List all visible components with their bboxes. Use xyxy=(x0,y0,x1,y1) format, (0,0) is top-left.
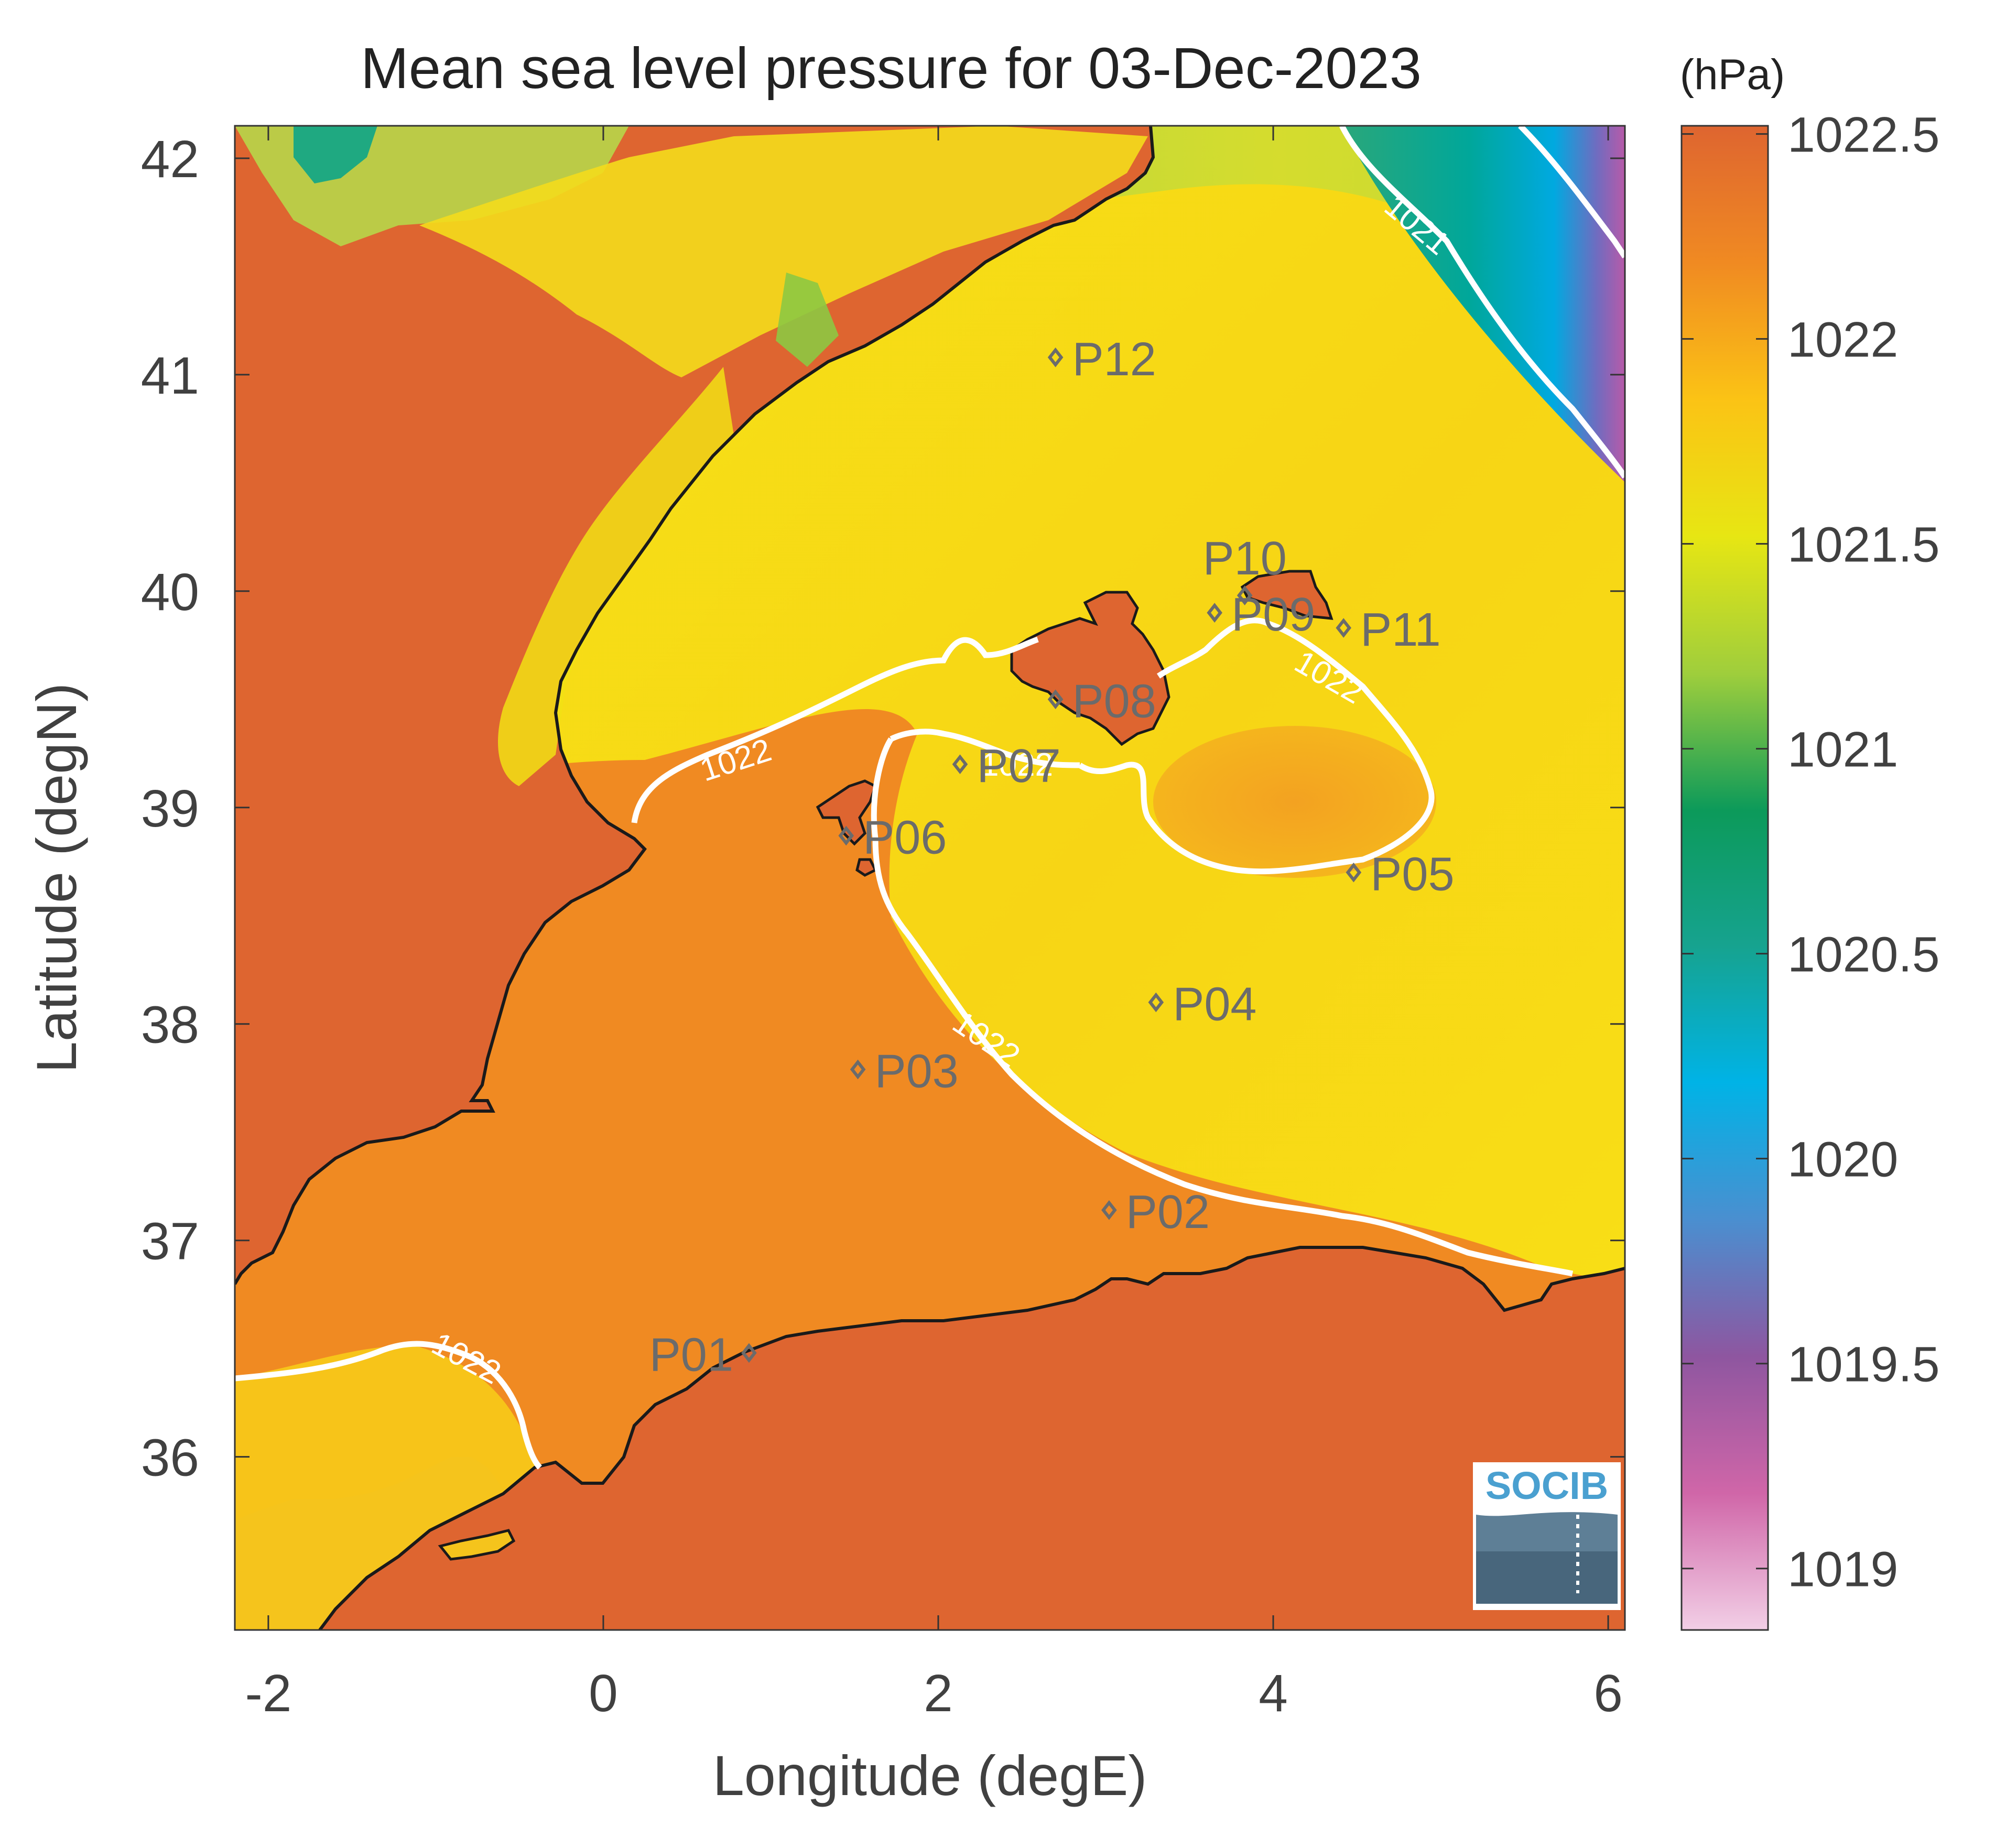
station-marker-icon xyxy=(1346,862,1362,883)
colorbar-tick-label: 1020.5 xyxy=(1787,927,1940,983)
socib-logo-text: SOCIB xyxy=(1485,1464,1608,1507)
socib-logo: SOCIB xyxy=(1473,1462,1621,1610)
station-marker-icon xyxy=(1047,689,1064,710)
station-label: P12 xyxy=(1072,333,1156,386)
isobar-1020 xyxy=(1518,126,1625,259)
station-marker-icon xyxy=(741,1343,757,1363)
station-p05: P05 xyxy=(1346,849,1455,901)
y-tick-label: 40 xyxy=(141,563,199,622)
balearic-high xyxy=(1153,726,1436,878)
map-plot-area: 1021 1022 1022 1022 1022 1022 SOCIB P01P… xyxy=(235,126,1625,1630)
x-tick-label: -2 xyxy=(245,1664,291,1723)
station-p11: P11 xyxy=(1336,604,1441,656)
station-marker-icon xyxy=(952,754,968,775)
station-p06: P06 xyxy=(838,811,947,864)
station-label: P07 xyxy=(977,740,1061,792)
x-tick-label: 4 xyxy=(1259,1664,1288,1723)
iberia-coastline xyxy=(235,126,1155,1285)
isobar-1022-north xyxy=(631,636,1039,823)
station-label: P10 xyxy=(1203,532,1287,585)
station-marker-icon xyxy=(1237,585,1253,605)
valencia-band xyxy=(498,367,734,786)
station-label: P08 xyxy=(1072,675,1156,727)
station-marker-icon xyxy=(1148,992,1164,1013)
isobar-1022-south xyxy=(871,737,1574,1277)
colorbar-tick-label: 1019.5 xyxy=(1787,1337,1940,1393)
station-label: P01 xyxy=(649,1329,733,1381)
map-title: Mean sea level pressure for 03-Dec-2023 xyxy=(361,36,1422,101)
contour-label-1022-e: 1022 xyxy=(981,747,1053,783)
y-tick-label: 36 xyxy=(141,1429,199,1487)
ebro-delta-band xyxy=(776,273,839,367)
station-marker-icon xyxy=(1047,347,1064,367)
y-tick-label: 42 xyxy=(141,130,199,189)
station-p08: P08 xyxy=(1047,675,1156,727)
menorca xyxy=(1240,570,1333,620)
plot-frame xyxy=(234,125,1626,1631)
station-label: P02 xyxy=(1126,1186,1210,1238)
pyrenees-low xyxy=(294,126,377,183)
colorbar-ticks: 1022.5 1022 1021.5 1021 1020.5 1020 1019.5 1019 xyxy=(1682,107,1940,1597)
alboran-yellow xyxy=(235,1457,503,1630)
colorbar-tick-label: 1021.5 xyxy=(1787,517,1940,573)
station-p02: P02 xyxy=(1101,1186,1210,1238)
x-axis-label: Longitude (degE) xyxy=(713,1744,1147,1807)
station-p07: P07 xyxy=(952,740,1061,792)
x-axis: -2 0 2 4 6 xyxy=(245,126,1623,1723)
colorbar: (hPa) 1022.5 1022 1021.5 1021 1020.5 1020 1019… xyxy=(1680,51,1940,1631)
station-p10: P10 xyxy=(1203,532,1287,605)
station-label: P04 xyxy=(1173,978,1256,1030)
isobar-1022-balearic xyxy=(1078,617,1435,875)
ebro-band xyxy=(419,126,1148,377)
colorbar-tick-label: 1021 xyxy=(1787,722,1898,778)
y-tick-label: 41 xyxy=(141,346,199,405)
x-tick-label: 6 xyxy=(1593,1664,1623,1723)
station-p12: P12 xyxy=(1047,333,1156,386)
station-p09: P09 xyxy=(1207,589,1315,641)
station-marker-icon xyxy=(1101,1200,1117,1220)
station-label: P03 xyxy=(875,1045,959,1097)
colorbar-tick-label: 1020 xyxy=(1787,1132,1898,1188)
iberia-land xyxy=(235,126,1153,1284)
colorbar-tick-label: 1022 xyxy=(1787,312,1898,368)
africa-coastline xyxy=(318,1246,1625,1630)
colorbar-tick-label: 1022.5 xyxy=(1787,107,1940,163)
station-label: P09 xyxy=(1231,589,1315,641)
ibiza xyxy=(816,779,877,846)
alboran-island xyxy=(438,1529,516,1561)
station-marker-icon xyxy=(1336,618,1352,638)
colorbar-unit: (hPa) xyxy=(1680,51,1785,99)
y-tick-label: 37 xyxy=(141,1212,199,1271)
colorbar-tick-label: 1019 xyxy=(1787,1542,1898,1597)
y-tick-label: 38 xyxy=(141,996,199,1055)
isobar-1022-mid xyxy=(890,729,1080,768)
station-marker-icon xyxy=(838,825,854,846)
station-label: P11 xyxy=(1360,604,1440,656)
y-tick-label: 39 xyxy=(141,779,199,838)
y-axis-label: Latitude (degN) xyxy=(25,683,88,1073)
x-tick-label: 0 xyxy=(589,1664,618,1723)
north-africa-land xyxy=(235,1247,1625,1630)
isobar-1022-southwest xyxy=(235,1341,543,1470)
station-p03: P03 xyxy=(850,1045,959,1097)
x-tick-label: 2 xyxy=(924,1664,953,1723)
station-p01: P01 xyxy=(649,1329,757,1381)
station-p04: P04 xyxy=(1148,978,1256,1030)
isobar-1021 xyxy=(1339,126,1625,479)
station-label: P05 xyxy=(1370,849,1454,901)
station-marker-icon xyxy=(1207,603,1222,623)
colorbar-bar xyxy=(1680,125,1769,1631)
y-axis: 42 41 40 39 38 37 36 xyxy=(141,130,1625,1487)
station-marker-icon xyxy=(850,1059,866,1080)
formentera xyxy=(855,858,877,877)
station-label: P06 xyxy=(863,811,947,864)
